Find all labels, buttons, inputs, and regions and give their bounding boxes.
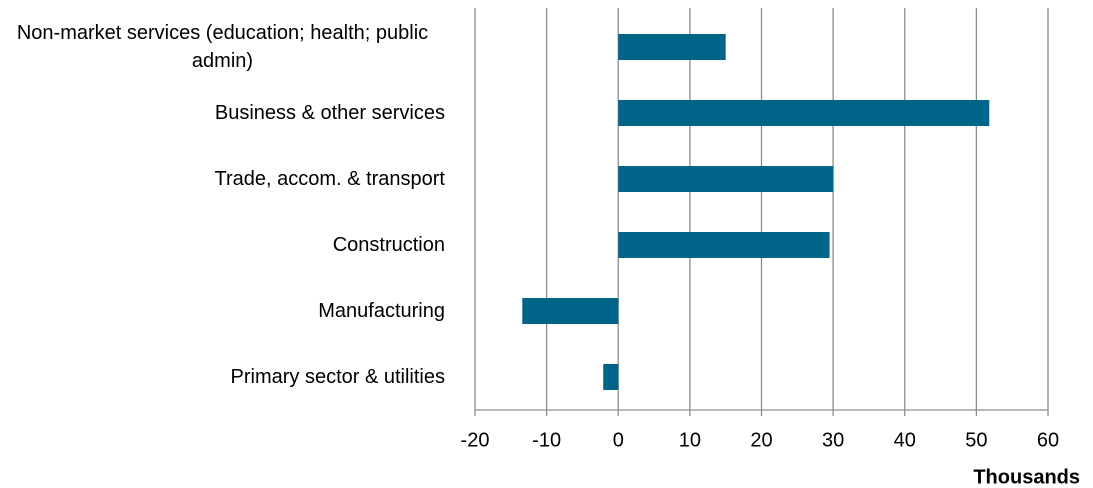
y-tick-label: Construction xyxy=(332,234,445,256)
x-tick-label: 10 xyxy=(679,429,701,451)
x-tick-label: 30 xyxy=(822,429,844,451)
x-tick-label: 40 xyxy=(894,429,916,451)
x-tick-label: 60 xyxy=(1037,429,1059,451)
bar xyxy=(618,232,830,258)
y-tick-label: Non-market services (education; health; … xyxy=(16,22,429,72)
x-tick-label: -10 xyxy=(532,429,561,451)
y-tick-label: Business & other services xyxy=(214,102,445,124)
y-tick-label: Manufacturing xyxy=(318,300,445,322)
bar xyxy=(603,364,619,390)
x-tick-label: 0 xyxy=(613,429,624,451)
x-tick-label: -20 xyxy=(461,429,490,451)
x-tick-label: 50 xyxy=(965,429,987,451)
bar xyxy=(522,298,619,324)
bar xyxy=(618,166,834,192)
x-tick-label: 20 xyxy=(750,429,772,451)
y-tick-label: Primary sector & utilities xyxy=(230,366,446,388)
bar xyxy=(618,34,726,60)
x-axis-label: Thousands xyxy=(973,466,1080,488)
bar xyxy=(618,100,990,126)
y-tick-label: Trade, accom. & transport xyxy=(214,168,445,190)
